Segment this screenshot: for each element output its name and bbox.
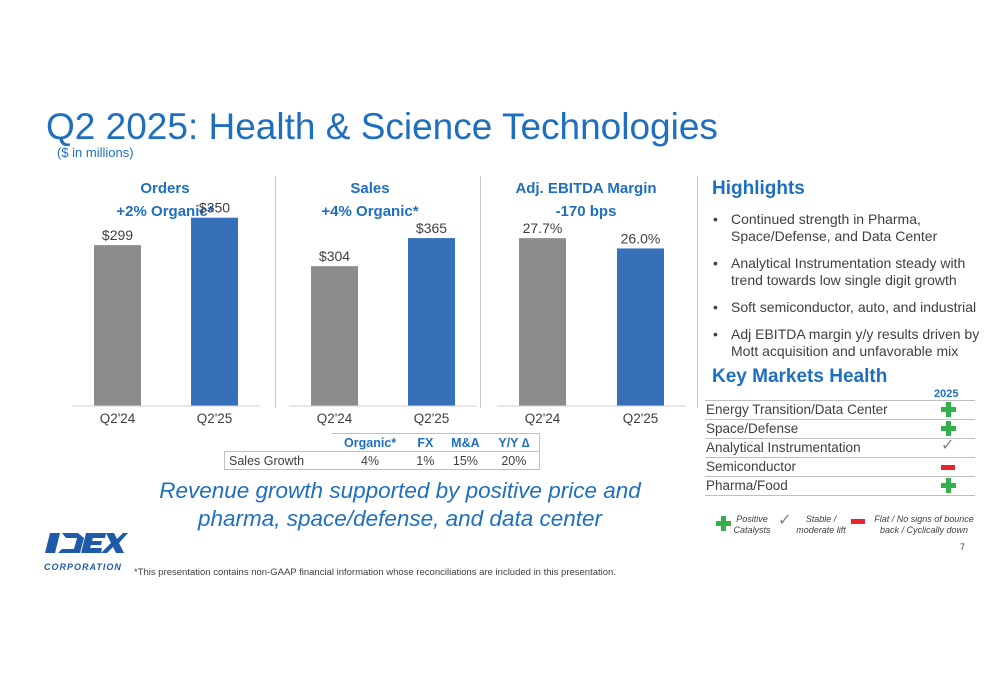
idex-logo-mark xyxy=(45,533,128,553)
key-markets-title: Key Markets Health xyxy=(712,366,888,387)
plus-icon xyxy=(941,421,957,437)
table-header-cell: Organic* xyxy=(331,433,409,452)
page-title: Q2 2025: Health & Science Technologies xyxy=(46,106,718,147)
market-label: Semiconductor xyxy=(706,459,797,474)
table-row: Sales Growth 4% 1% 15% 20% xyxy=(223,451,540,470)
ebitda-chart-subtitle: -170 bps xyxy=(555,203,617,220)
orders-chart-title: Orders xyxy=(140,180,190,197)
market-label: Analytical Instrumentation xyxy=(706,440,861,455)
page-subtitle: ($ in millions) xyxy=(57,145,134,160)
table-cell: 4% xyxy=(331,451,409,470)
bar xyxy=(519,238,566,406)
table-header-cell: M&A xyxy=(442,433,489,452)
legend-positive: Positive Catalysts xyxy=(733,514,771,535)
table-header-cell: Y/Y ∆ xyxy=(488,433,540,452)
data-label: $350 xyxy=(199,200,230,216)
checkmark-icon: ✓ xyxy=(778,512,792,529)
chart-divider xyxy=(480,176,481,408)
list-item: Analytical Instrumentation steady with t… xyxy=(711,255,996,289)
market-label: Space/Defense xyxy=(706,421,799,436)
tagline: Revenue growth supported by positive pri… xyxy=(90,477,710,533)
tagline-line: Revenue growth supported by positive pri… xyxy=(159,478,641,503)
company-logo: CORPORATION xyxy=(44,531,128,572)
list-item: Adj EBITDA margin y/y results driven by … xyxy=(711,326,996,360)
market-row-pharma-food: Pharma/Food xyxy=(705,477,975,496)
data-label: $304 xyxy=(319,248,350,264)
page-number: 7 xyxy=(960,542,966,552)
minus-icon xyxy=(851,519,865,524)
table-cell: 15% xyxy=(442,451,489,470)
table-header-cell: FX xyxy=(408,433,443,452)
category-label: Q2'25 xyxy=(414,411,450,426)
category-label: Q2'25 xyxy=(623,411,659,426)
table-cell: 1% xyxy=(408,451,443,470)
data-label: 27.7% xyxy=(523,220,563,236)
legend-flat: Flat / No signs of bounce back / Cyclica… xyxy=(874,514,974,535)
table-cell: 20% xyxy=(488,451,540,470)
bar xyxy=(311,266,358,406)
table-header-cell xyxy=(224,433,332,452)
bar xyxy=(408,238,455,406)
data-label: 26.0% xyxy=(621,230,661,246)
divider xyxy=(705,400,975,401)
market-label: Energy Transition/Data Center xyxy=(706,402,888,417)
category-label: Q2'24 xyxy=(100,411,136,426)
plus-icon xyxy=(941,478,957,494)
list-item: Soft semiconductor, auto, and industrial xyxy=(711,299,996,316)
minus-icon xyxy=(941,459,957,475)
ebitda-chart-title: Adj. EBITDA Margin xyxy=(515,180,657,197)
chart-divider xyxy=(275,176,276,408)
market-row-energy: Energy Transition/Data Center xyxy=(705,401,975,420)
table-row-label: Sales Growth xyxy=(223,451,332,470)
market-row-semiconductor: Semiconductor xyxy=(705,458,975,477)
highlights-title: Highlights xyxy=(712,178,805,199)
list-item: Continued strength in Pharma, Space/Defe… xyxy=(711,211,996,245)
checkmark-icon: ✓ xyxy=(941,437,955,454)
legend-stable: Stable / moderate lift xyxy=(796,514,846,535)
chart-divider xyxy=(697,176,698,408)
market-row-analytical: Analytical Instrumentation ✓ xyxy=(705,437,975,458)
table-header-row: Organic* FX M&A Y/Y ∆ xyxy=(224,433,540,452)
logo-subtext: CORPORATION xyxy=(44,562,122,572)
plus-icon xyxy=(716,516,731,531)
data-label: $299 xyxy=(102,227,133,243)
bar-charts: $299 Q2'24 $350 Q2'25 $304 Q2'24 $365 Q2'25 27.7… xyxy=(72,200,686,426)
category-label: Q2'24 xyxy=(317,411,353,426)
footnote: *This presentation contains non-GAAP fin… xyxy=(134,567,616,578)
bar xyxy=(617,248,664,406)
category-label: Q2'24 xyxy=(525,411,561,426)
plus-icon xyxy=(941,402,957,418)
data-label: $365 xyxy=(416,220,447,236)
sales-growth-table: Organic* FX M&A Y/Y ∆ Sales Growth 4% 1%… xyxy=(223,433,540,470)
sales-chart-title: Sales xyxy=(350,180,390,197)
bar xyxy=(94,245,141,406)
market-row-space-defense: Space/Defense xyxy=(705,420,975,439)
sales-chart-subtitle: +4% Organic* xyxy=(321,203,419,220)
market-label: Pharma/Food xyxy=(706,478,788,493)
tagline-line: pharma, space/defense, and data center xyxy=(197,506,603,531)
highlights-list: Continued strength in Pharma, Space/Defe… xyxy=(711,211,996,370)
key-markets-year: 2025 xyxy=(934,388,959,400)
orders-chart-subtitle: +2% Organic* xyxy=(116,203,214,220)
category-label: Q2'25 xyxy=(197,411,233,426)
bar xyxy=(191,217,238,406)
